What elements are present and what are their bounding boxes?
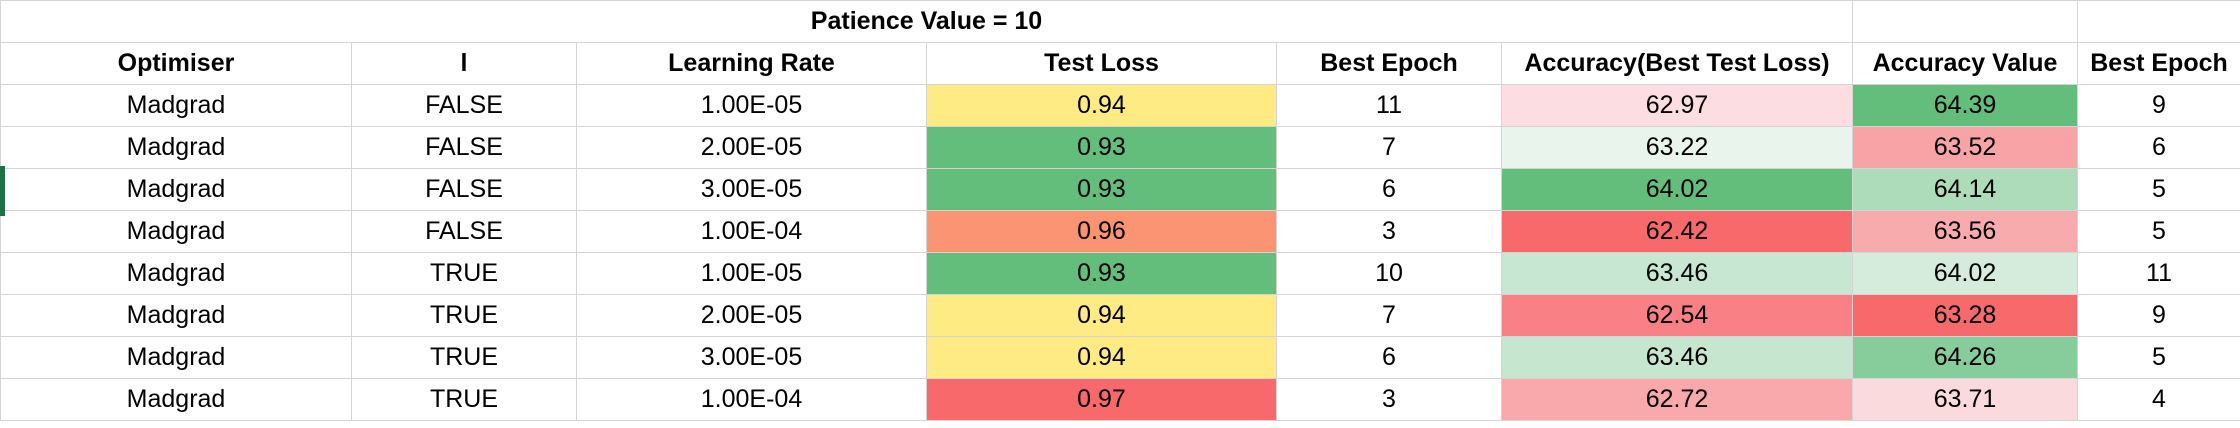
header-best-epoch[interactable]: Best Epoch: [1276, 42, 1502, 85]
empty-cell[interactable]: [1852, 0, 2078, 43]
cell-best-epoch-2[interactable]: 9: [2077, 84, 2240, 127]
cell-test-loss[interactable]: 0.94: [926, 84, 1277, 127]
cell-best-epoch[interactable]: 10: [1276, 252, 1502, 295]
cell-l[interactable]: FALSE: [351, 210, 577, 253]
cell-optimiser[interactable]: Madgrad: [0, 126, 352, 169]
cell-best-epoch[interactable]: 7: [1276, 126, 1502, 169]
cell-accuracy-value[interactable]: 63.28: [1852, 294, 2078, 337]
cell-test-loss[interactable]: 0.93: [926, 126, 1277, 169]
cell-best-epoch[interactable]: 6: [1276, 168, 1502, 211]
cell-learning-rate[interactable]: 3.00E-05: [576, 168, 927, 211]
table-row: Madgrad FALSE 3.00E-05 0.93 6 64.02 64.14 5: [0, 168, 2240, 211]
cell-l[interactable]: TRUE: [351, 378, 577, 421]
table-row: Madgrad TRUE 1.00E-05 0.93 10 63.46 64.02 11: [0, 252, 2240, 295]
cell-accuracy-best-test-loss[interactable]: 64.02: [1501, 168, 1853, 211]
cell-accuracy-best-test-loss[interactable]: 62.97: [1501, 84, 1853, 127]
header-accuracy-best-test-loss[interactable]: Accuracy(Best Test Loss): [1501, 42, 1853, 85]
table-row: Madgrad TRUE 3.00E-05 0.94 6 63.46 64.26 5: [0, 336, 2240, 379]
table-row: Madgrad TRUE 2.00E-05 0.94 7 62.54 63.28 9: [0, 294, 2240, 337]
cell-best-epoch-2[interactable]: 5: [2077, 168, 2240, 211]
header-best-epoch-2[interactable]: Best Epoch: [2077, 42, 2240, 85]
title-row: Patience Value = 10: [0, 0, 2240, 43]
cell-learning-rate[interactable]: 2.00E-05: [576, 294, 927, 337]
cell-best-epoch[interactable]: 6: [1276, 336, 1502, 379]
table-row: Madgrad FALSE 1.00E-04 0.96 3 62.42 63.56 5: [0, 210, 2240, 253]
cell-best-epoch-2[interactable]: 9: [2077, 294, 2240, 337]
header-learning-rate[interactable]: Learning Rate: [576, 42, 927, 85]
cell-l[interactable]: TRUE: [351, 294, 577, 337]
cell-accuracy-best-test-loss[interactable]: 62.54: [1501, 294, 1853, 337]
cell-best-epoch-2[interactable]: 6: [2077, 126, 2240, 169]
cell-test-loss[interactable]: 0.93: [926, 168, 1277, 211]
cell-accuracy-best-test-loss[interactable]: 63.22: [1501, 126, 1853, 169]
cell-accuracy-value[interactable]: 64.39: [1852, 84, 2078, 127]
cell-test-loss[interactable]: 0.94: [926, 336, 1277, 379]
cell-optimiser[interactable]: Madgrad: [0, 378, 352, 421]
cell-optimiser[interactable]: Madgrad: [0, 84, 352, 127]
cell-accuracy-value[interactable]: 64.26: [1852, 336, 2078, 379]
cell-learning-rate[interactable]: 1.00E-04: [576, 378, 927, 421]
cell-best-epoch[interactable]: 7: [1276, 294, 1502, 337]
cell-l[interactable]: TRUE: [351, 336, 577, 379]
empty-cell[interactable]: [2077, 0, 2240, 43]
row-selection-marker: [0, 166, 5, 216]
cell-accuracy-best-test-loss[interactable]: 63.46: [1501, 336, 1853, 379]
cell-test-loss[interactable]: 0.96: [926, 210, 1277, 253]
table-row: Madgrad FALSE 2.00E-05 0.93 7 63.22 63.52 6: [0, 126, 2240, 169]
cell-learning-rate[interactable]: 1.00E-05: [576, 84, 927, 127]
table-title-cell[interactable]: Patience Value = 10: [0, 0, 1853, 43]
cell-accuracy-value[interactable]: 64.02: [1852, 252, 2078, 295]
cell-accuracy-best-test-loss[interactable]: 62.42: [1501, 210, 1853, 253]
cell-test-loss[interactable]: 0.93: [926, 252, 1277, 295]
cell-best-epoch[interactable]: 3: [1276, 378, 1502, 421]
cell-optimiser[interactable]: Madgrad: [0, 294, 352, 337]
cell-best-epoch-2[interactable]: 5: [2077, 210, 2240, 253]
header-accuracy-value[interactable]: Accuracy Value: [1852, 42, 2078, 85]
cell-l[interactable]: TRUE: [351, 252, 577, 295]
cell-best-epoch-2[interactable]: 11: [2077, 252, 2240, 295]
cell-optimiser[interactable]: Madgrad: [0, 168, 352, 211]
cell-accuracy-best-test-loss[interactable]: 63.46: [1501, 252, 1853, 295]
cell-learning-rate[interactable]: 3.00E-05: [576, 336, 927, 379]
cell-accuracy-value[interactable]: 63.56: [1852, 210, 2078, 253]
header-row: Optimiser l Learning Rate Test Loss Best…: [0, 42, 2240, 85]
cell-accuracy-value[interactable]: 63.52: [1852, 126, 2078, 169]
cell-optimiser[interactable]: Madgrad: [0, 210, 352, 253]
cell-optimiser[interactable]: Madgrad: [0, 252, 352, 295]
cell-best-epoch-2[interactable]: 4: [2077, 378, 2240, 421]
cell-learning-rate[interactable]: 2.00E-05: [576, 126, 927, 169]
cell-test-loss[interactable]: 0.97: [926, 378, 1277, 421]
cell-accuracy-value[interactable]: 64.14: [1852, 168, 2078, 211]
cell-l[interactable]: FALSE: [351, 84, 577, 127]
table-row: Madgrad FALSE 1.00E-05 0.94 11 62.97 64.39 9: [0, 84, 2240, 127]
header-test-loss[interactable]: Test Loss: [926, 42, 1277, 85]
header-optimiser[interactable]: Optimiser: [0, 42, 352, 85]
cell-l[interactable]: FALSE: [351, 126, 577, 169]
cell-optimiser[interactable]: Madgrad: [0, 336, 352, 379]
cell-best-epoch-2[interactable]: 5: [2077, 336, 2240, 379]
table-row: Madgrad TRUE 1.00E-04 0.97 3 62.72 63.71 4: [0, 378, 2240, 421]
cell-accuracy-value[interactable]: 63.71: [1852, 378, 2078, 421]
cell-learning-rate[interactable]: 1.00E-04: [576, 210, 927, 253]
cell-test-loss[interactable]: 0.94: [926, 294, 1277, 337]
cell-l[interactable]: FALSE: [351, 168, 577, 211]
header-l[interactable]: l: [351, 42, 577, 85]
cell-learning-rate[interactable]: 1.00E-05: [576, 252, 927, 295]
cell-best-epoch[interactable]: 3: [1276, 210, 1502, 253]
cell-best-epoch[interactable]: 11: [1276, 84, 1502, 127]
cell-accuracy-best-test-loss[interactable]: 62.72: [1501, 378, 1853, 421]
